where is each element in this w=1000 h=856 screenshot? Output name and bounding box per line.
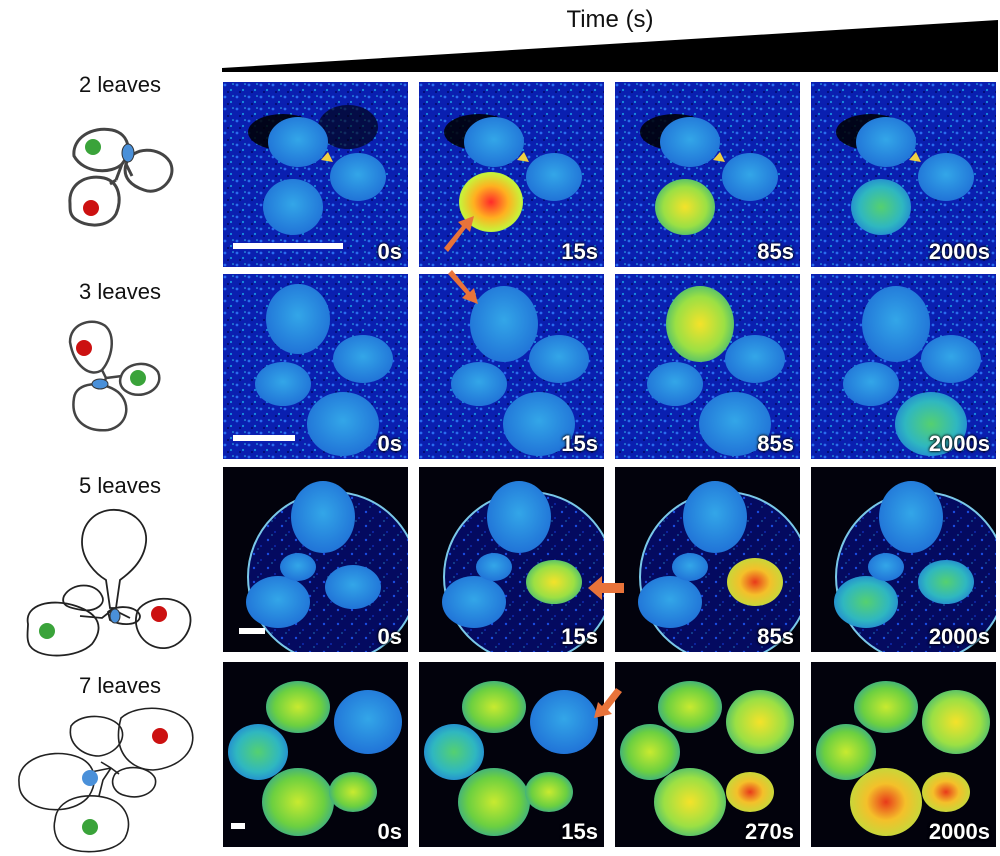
panel-2-leaves-85s: 85s (615, 82, 800, 267)
time-label: 15s (561, 431, 598, 456)
schematic-3-leaves (68, 320, 161, 432)
scale-bar (239, 628, 265, 634)
panel-2-leaves-0s: 0s (223, 82, 408, 267)
row-label-5-leaves: 5 leaves (79, 473, 161, 498)
time-wedge (222, 20, 998, 72)
panel-7-leaves-15s: 15s (419, 662, 604, 847)
panel-5-leaves-15s: 15s (419, 467, 604, 652)
panel-3-leaves-2000s: 2000s (811, 274, 996, 459)
panel-3-leaves-15s: 15s (419, 274, 604, 459)
panel-2-leaves-15s: 15s (419, 82, 604, 267)
time-label: 2000s (928, 431, 990, 456)
panel-2-leaves-2000s: 2000s (811, 82, 996, 267)
row-label-3-leaves: 3 leaves (79, 279, 161, 304)
schematic-5-leaves (26, 509, 192, 657)
time-label: 0s (377, 431, 402, 456)
time-label: 0s (377, 624, 402, 649)
panel-3-leaves-85s: 85s (615, 274, 800, 459)
time-label: 15s (561, 819, 598, 844)
schematic-2-leaves (68, 127, 174, 227)
time-label: 2000s (928, 624, 990, 649)
panel-7-leaves-0s: 0s (223, 662, 408, 847)
time-axis-title: Time (s) (566, 6, 654, 33)
panel-7-leaves-270s: 270s (615, 662, 800, 847)
scale-bar (233, 243, 343, 249)
time-label: 85s (757, 239, 794, 264)
time-label: 0s (377, 819, 402, 844)
panel-5-leaves-85s: 85s (615, 467, 800, 652)
time-label: 15s (561, 239, 598, 264)
row-label-2-leaves: 2 leaves (79, 72, 161, 97)
time-label: 2000s (928, 819, 990, 844)
schematic-7-leaves (18, 707, 194, 853)
row-label-7-leaves: 7 leaves (79, 673, 161, 698)
time-label: 85s (757, 624, 794, 649)
panel-7-leaves-2000s: 2000s (811, 662, 996, 847)
time-label: 270s (745, 819, 794, 844)
time-label: 0s (377, 239, 402, 264)
panel-5-leaves-2000s: 2000s (811, 467, 996, 652)
panel-3-leaves-0s: 0s (223, 274, 408, 459)
time-label: 85s (757, 431, 794, 456)
scale-bar (233, 435, 295, 441)
time-label: 15s (561, 624, 598, 649)
scale-bar (231, 823, 245, 829)
panel-5-leaves-0s: 0s (223, 467, 408, 652)
time-label: 2000s (928, 239, 990, 264)
